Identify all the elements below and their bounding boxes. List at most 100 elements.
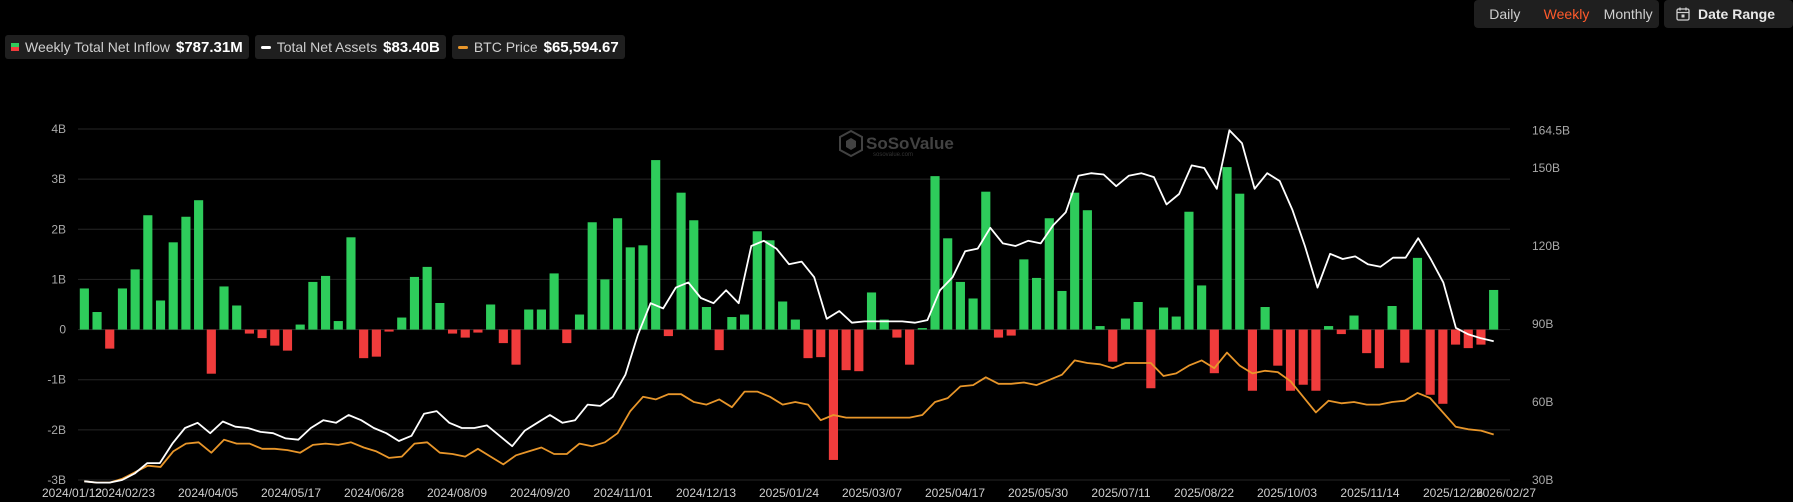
inflow-bar-positive	[232, 305, 242, 330]
inflow-bar-positive	[1133, 301, 1143, 330]
inflow-bar-negative	[1209, 329, 1219, 374]
inflow-bar-negative	[384, 329, 394, 332]
inflow-bar-positive	[346, 237, 356, 330]
inflow-bar-positive	[790, 319, 800, 330]
chart-legend: Weekly Total Net Inflow $787.31M Total N…	[5, 35, 625, 59]
x-tick-label: 2025/03/07	[842, 486, 902, 500]
inflow-bar-positive	[739, 314, 750, 330]
inflow-bar-positive	[549, 273, 559, 330]
x-tick-label: 2024/08/09	[427, 486, 487, 500]
right-tick-label: 60B	[1532, 395, 1553, 409]
date-range-button[interactable]: Date Range	[1664, 0, 1793, 28]
inflow-bar-positive	[1044, 218, 1054, 330]
legend-value: $83.40B	[383, 38, 440, 56]
inflow-bar-positive	[1235, 193, 1245, 330]
inflow-bar-negative	[714, 329, 724, 351]
inflow-bar-positive	[638, 245, 648, 330]
inflow-bar-positive	[1171, 316, 1181, 330]
inflow-bar-negative	[447, 329, 458, 334]
inflow-bar-positive	[486, 304, 496, 330]
legend-name: BTC Price	[473, 39, 538, 55]
inflow-bar-negative	[460, 329, 470, 338]
inflow-bar-negative	[841, 329, 851, 371]
inflow-bar-positive	[1324, 326, 1334, 330]
inflow-bar-positive	[333, 321, 343, 330]
right-axis: 164.5B 150B 120B 90B 60B 30B	[1532, 123, 1570, 487]
inflow-bar-negative	[511, 329, 521, 365]
inflow-bar-negative	[1247, 329, 1257, 391]
interval-daily-button[interactable]: Daily	[1489, 6, 1521, 22]
inflow-bar-negative	[498, 329, 508, 344]
inflow-bar-positive	[727, 317, 737, 330]
legend-item-net-inflow[interactable]: Weekly Total Net Inflow $787.31M	[5, 35, 249, 59]
inflow-bar-negative	[905, 329, 915, 365]
x-tick-label: 2025/05/30	[1008, 486, 1068, 500]
left-tick-label: -3B	[47, 473, 66, 487]
inflow-bar-positive	[600, 279, 610, 330]
inflow-bar-negative	[562, 329, 572, 344]
inflow-bar-positive	[1260, 307, 1270, 330]
legend-item-btc-price[interactable]: BTC Price $65,594.67	[451, 35, 625, 59]
inflow-bar-negative	[257, 329, 267, 339]
inflow-bar-negative	[1311, 329, 1321, 391]
x-tick-label: 2024/06/28	[344, 486, 404, 500]
inflow-bar-positive	[295, 324, 305, 330]
inflow-bar-positive	[1197, 285, 1207, 330]
x-tick-label: 2024/09/20	[510, 486, 570, 500]
inflow-bar-negative	[1336, 329, 1346, 335]
inflow-bar-positive	[143, 215, 153, 330]
inflow-bar-negative	[473, 329, 483, 333]
inflow-bar-negative	[371, 329, 381, 357]
inflow-bar-positive	[968, 298, 978, 330]
inflow-bar-positive	[1032, 277, 1042, 330]
x-tick-label: 2025/10/03	[1257, 486, 1317, 500]
right-tick-label: 90B	[1532, 317, 1553, 331]
inflow-bar-positive	[930, 176, 940, 330]
x-tick-label: 2025/08/22	[1174, 486, 1234, 500]
inflow-bar-positive	[536, 309, 546, 330]
inflow-bar-positive	[1120, 318, 1131, 330]
left-tick-label: 0	[59, 323, 66, 337]
inflow-bar-negative	[359, 329, 369, 359]
inflow-bar-negative	[816, 329, 826, 358]
left-tick-label: 3B	[51, 172, 66, 186]
bar-swatch-icon	[11, 43, 19, 51]
sosovalue-logo-icon	[839, 129, 863, 158]
inflow-bar-positive	[613, 218, 623, 330]
inflow-bar-positive	[574, 314, 585, 330]
inflow-bar-positive	[321, 275, 331, 330]
legend-item-total-net-assets[interactable]: Total Net Assets $83.40B	[254, 35, 446, 59]
line-swatch-icon	[260, 45, 271, 49]
inflow-bar-positive	[943, 238, 953, 330]
calendar-icon	[1676, 7, 1690, 21]
left-tick-label: -2B	[47, 423, 66, 437]
inflow-bar-positive	[752, 231, 762, 330]
date-range-label: Date Range	[1698, 6, 1776, 22]
x-tick-label: 2024/04/05	[178, 486, 238, 500]
inflow-bar-positive	[130, 269, 140, 330]
x-tick-label: 2025/01/24	[759, 486, 819, 500]
inflow-bar-positive	[879, 319, 889, 330]
x-tick-label: 2024/02/23	[95, 486, 155, 500]
inflow-bar-positive	[79, 288, 89, 330]
x-tick-label: 2026/02/27	[1476, 486, 1536, 500]
interval-weekly-button[interactable]: Weekly	[1543, 6, 1590, 22]
inflow-bar-negative	[1425, 329, 1435, 395]
legend-value: $787.31M	[176, 38, 243, 56]
inflow-bar-negative	[206, 329, 216, 374]
inflow-bar-negative	[1273, 329, 1283, 366]
left-axis: 4B 3B 2B 1B 0 -1B -2B -3B	[47, 122, 66, 487]
inflow-bar-negative	[1438, 329, 1448, 404]
watermark: SoSoValue sosovalue.com	[839, 129, 954, 158]
inflow-bar-negative	[1476, 329, 1486, 345]
inflow-bar-positive	[1082, 210, 1092, 330]
inflow-bar-positive	[955, 281, 965, 330]
inflow-bar-positive	[701, 307, 712, 330]
x-tick-label: 2024/05/17	[261, 486, 321, 500]
inflow-bar-negative	[282, 329, 293, 351]
inflow-bar-positive	[1349, 315, 1359, 330]
interval-monthly-button[interactable]: Monthly	[1603, 6, 1653, 22]
inflow-bar-negative	[1374, 329, 1384, 369]
